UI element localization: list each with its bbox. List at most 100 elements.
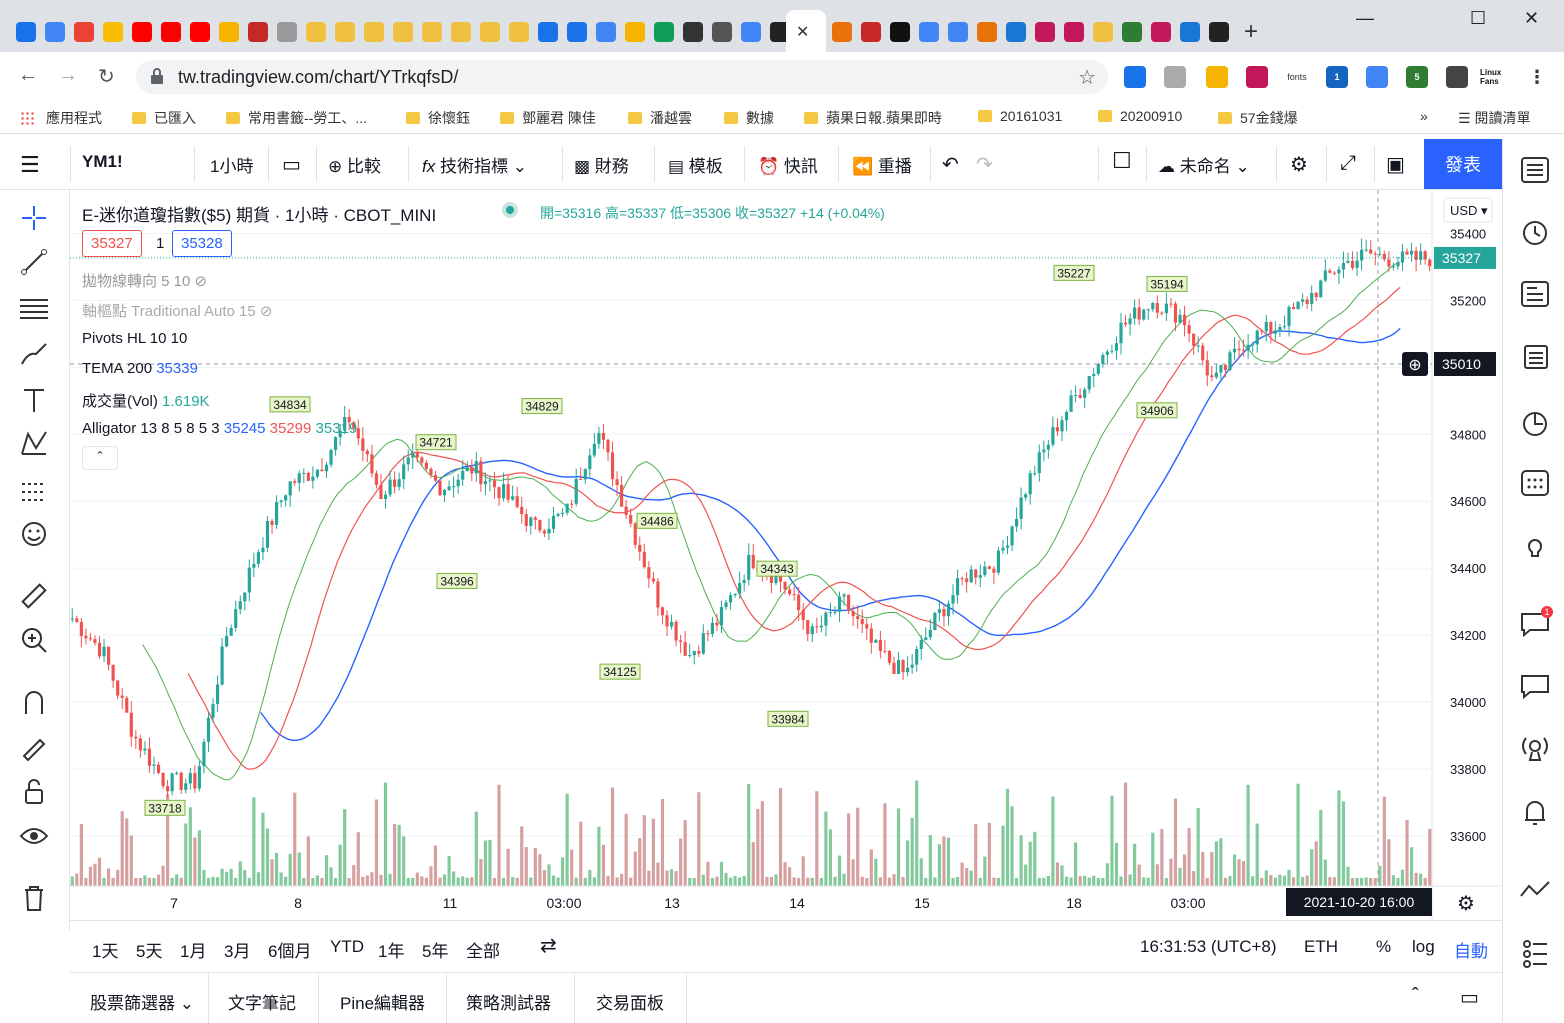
text-tool-icon[interactable] — [18, 384, 50, 416]
tab-favicon-icon[interactable] — [74, 22, 94, 42]
tab-favicon-icon[interactable] — [890, 22, 910, 42]
range-ytd[interactable]: YTD — [330, 937, 364, 956]
maximize-panel-icon[interactable]: ▭ — [1460, 987, 1479, 1009]
tab-favicon-icon[interactable] — [1006, 22, 1026, 42]
tab-trading-panel[interactable]: 交易面板 — [596, 994, 664, 1013]
tab-favicon-icon[interactable] — [1151, 22, 1171, 42]
price-axis[interactable]: 3360033800340003420034400346003480035000… — [70, 190, 1502, 920]
tab-text-notes[interactable]: 文字筆記 — [228, 994, 296, 1013]
extension-icon[interactable] — [1124, 66, 1146, 88]
crosshair-icon[interactable] — [18, 202, 50, 234]
tab-favicon-icon[interactable] — [1122, 22, 1142, 42]
chat-icon[interactable]: 1 — [1517, 606, 1553, 642]
tab-favicon-icon[interactable] — [1209, 22, 1229, 42]
tab-favicon-icon[interactable] — [480, 22, 500, 42]
tab-favicon-icon[interactable] — [103, 22, 123, 42]
news-icon[interactable] — [1517, 338, 1553, 374]
sar-indicator[interactable]: 拋物線轉向 5 10 ⊘ — [82, 273, 208, 290]
bookmark-star-icon[interactable]: ☆ — [1078, 67, 1096, 89]
extension-icon[interactable] — [1366, 66, 1388, 88]
tab-favicon-icon[interactable] — [16, 22, 36, 42]
tab-stock-screener[interactable]: 股票篩選器 ⌄ — [90, 994, 194, 1013]
layout-icon[interactable]: ☐ — [1112, 148, 1132, 173]
tab-favicon-icon[interactable] — [509, 22, 529, 42]
lock-drawings-icon[interactable] — [18, 730, 50, 762]
extension-icon[interactable] — [1446, 66, 1468, 88]
bookmark-folder[interactable]: 鄧麗君 陳佳 — [500, 108, 596, 128]
tab-favicon-icon[interactable] — [393, 22, 413, 42]
range-1m[interactable]: 1月 — [180, 942, 207, 961]
range-5y[interactable]: 5年 — [422, 942, 449, 961]
tab-favicon-icon[interactable] — [625, 22, 645, 42]
financials-button[interactable]: ▩ 財務 — [574, 157, 629, 176]
notifications-bell-icon[interactable] — [1517, 794, 1553, 830]
chevron-up-icon[interactable]: ˆ — [1412, 985, 1419, 1007]
tab-favicon-icon[interactable] — [132, 22, 152, 42]
extension-icon[interactable]: 1 — [1326, 66, 1348, 88]
tab-favicon-icon[interactable] — [248, 22, 268, 42]
bookmark-folder[interactable]: 已匯入 — [132, 108, 196, 128]
active-tab[interactable]: ✕ — [786, 10, 826, 52]
extension-icon[interactable]: fonts — [1286, 66, 1308, 88]
tema-indicator[interactable]: TEMA 200 35339 — [82, 360, 198, 377]
range-3m[interactable]: 3月 — [224, 942, 251, 961]
ruler-icon[interactable] — [18, 580, 50, 612]
forward-icon[interactable]: → — [58, 64, 78, 86]
watchlist-icon[interactable] — [1517, 152, 1553, 188]
layout-name-button[interactable]: ☁ 未命名 ⌄ — [1158, 157, 1250, 176]
bookmark-folder[interactable]: 潘越雲 — [628, 108, 692, 128]
extension-icon[interactable]: 5 — [1406, 66, 1428, 88]
calendar-icon[interactable] — [1517, 464, 1553, 500]
price-chart[interactable]: 33718 34834 34721 34396 34829 34486 34125 34343… — [70, 190, 1502, 920]
tab-favicon-icon[interactable] — [1093, 22, 1113, 42]
ideas-lightbulb-icon[interactable] — [1517, 528, 1553, 564]
hotlist-icon[interactable] — [1517, 404, 1553, 440]
camera-icon[interactable]: ▣ — [1386, 154, 1405, 176]
close-window-icon[interactable]: ✕ — [1524, 8, 1540, 28]
indicators-button[interactable]: fx 技術指標 ⌄ — [422, 157, 527, 176]
buy-button[interactable]: 35328 — [172, 230, 232, 257]
tab-favicon-icon[interactable] — [770, 22, 790, 42]
hidden-eye-icon[interactable]: ⊘ — [259, 303, 273, 320]
extension-icon[interactable]: Linux Fans — [1480, 66, 1512, 88]
object-tree-icon[interactable] — [1517, 934, 1553, 970]
hidden-eye-icon[interactable]: ⊘ — [194, 273, 208, 290]
session-toggle[interactable]: ETH — [1304, 937, 1338, 956]
templates-button[interactable]: ▤ 模板 — [668, 157, 723, 176]
extension-icon[interactable] — [1206, 66, 1228, 88]
tab-favicon-icon[interactable] — [1180, 22, 1200, 42]
tab-favicon-icon[interactable] — [948, 22, 968, 42]
forecast-icon[interactable] — [18, 474, 50, 506]
trash-icon[interactable] — [18, 882, 50, 914]
streams-icon[interactable] — [1517, 730, 1553, 766]
extension-icon[interactable] — [1164, 66, 1186, 88]
clock-time[interactable]: 16:31:53 (UTC+8) — [1140, 937, 1277, 956]
tab-favicon-icon[interactable] — [919, 22, 939, 42]
redo-icon[interactable]: ↷ — [976, 154, 993, 176]
tab-favicon-icon[interactable] — [306, 22, 326, 42]
tab-favicon-icon[interactable] — [219, 22, 239, 42]
tab-favicon-icon[interactable] — [1035, 22, 1055, 42]
tab-favicon-icon[interactable] — [832, 22, 852, 42]
tab-favicon-icon[interactable] — [277, 22, 297, 42]
market-status-icon[interactable] — [502, 202, 518, 218]
pivots-hl-indicator[interactable]: Pivots HL 10 10 — [82, 330, 188, 347]
alerts-button[interactable]: ⏰ 快訊 — [758, 157, 818, 176]
bookmark-folder[interactable]: 常用書籤--勞工、... — [226, 108, 367, 128]
new-tab-button[interactable]: + — [1244, 18, 1259, 45]
apps-icon[interactable]: 應用程式 — [20, 108, 102, 128]
menu-icon[interactable]: ☰ — [20, 152, 40, 177]
tab-favicon-icon[interactable] — [161, 22, 181, 42]
range-all[interactable]: 全部 — [466, 942, 500, 961]
fullscreen-icon[interactable]: ⤢ — [1340, 152, 1356, 174]
pattern-icon[interactable] — [18, 428, 50, 460]
candle-style-icon[interactable]: ▭ — [282, 154, 301, 176]
collapse-legend-chevron-up-icon[interactable]: ˆ — [82, 446, 118, 470]
pivot-indicator[interactable]: 軸樞點 Traditional Auto 15 ⊘ — [82, 303, 273, 320]
unlock-icon[interactable] — [18, 776, 50, 808]
brush-icon[interactable] — [18, 338, 50, 370]
alarm-clock-icon[interactable] — [1517, 214, 1553, 250]
sell-button[interactable]: 35327 — [82, 230, 142, 257]
compare-button[interactable]: ⊕ 比較 — [328, 157, 381, 176]
tab-pine-editor[interactable]: Pine編輯器 — [340, 994, 426, 1013]
